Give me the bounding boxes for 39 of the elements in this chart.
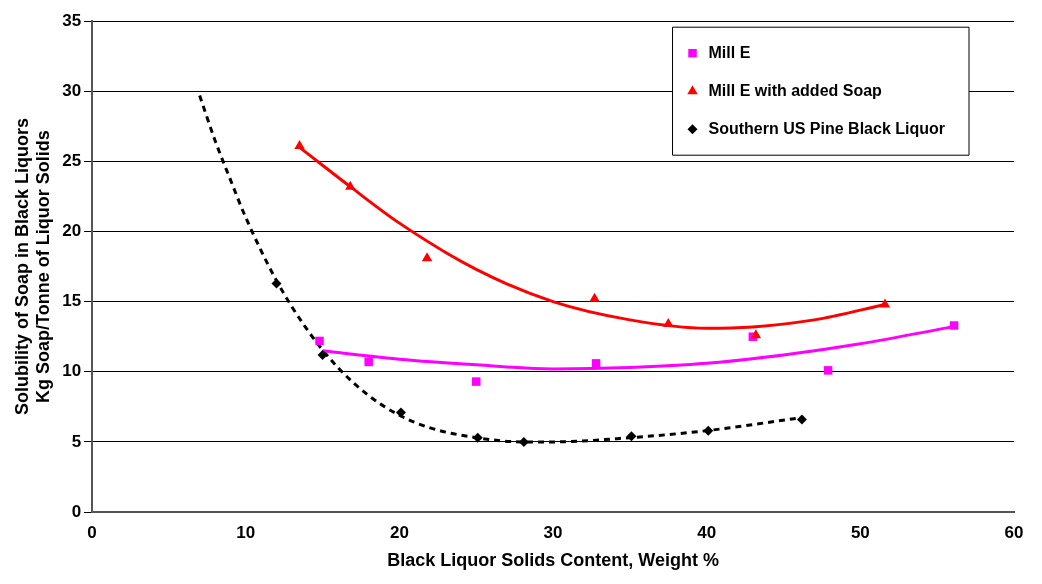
point — [471, 377, 481, 386]
point — [949, 321, 959, 330]
point — [315, 336, 324, 346]
legend-label: Mill E — [708, 43, 751, 61]
y-tick-label: 30 — [62, 81, 82, 100]
y-tick-label: 20 — [62, 221, 82, 241]
point — [626, 431, 637, 442]
point — [823, 366, 833, 375]
y-tick-label: 0 — [71, 501, 82, 521]
legend-label: Mill E with added Soap — [708, 81, 883, 99]
point — [750, 329, 762, 339]
point — [591, 359, 601, 368]
x-tick-label: 20 — [389, 522, 409, 542]
x-tick-label: 40 — [697, 522, 717, 542]
y-tick-label: 5 — [71, 431, 82, 451]
y-tick-label: 25 — [62, 151, 82, 171]
point — [345, 180, 356, 190]
y-tick-label: 35 — [62, 10, 82, 30]
y-axis-title: Solubility of Soap in Black Liquors Kg Soap/Tonne of Liquor Solids — [11, 118, 54, 416]
point — [796, 414, 807, 425]
x-tick-label: 0 — [87, 522, 97, 542]
point — [589, 292, 600, 302]
point — [879, 298, 891, 308]
x-axis-title: Black Liquor Solids Content, Weight % — [387, 550, 719, 571]
x-tick-label: 30 — [543, 522, 563, 542]
y-tick-label: 15 — [62, 291, 82, 311]
point — [472, 432, 483, 443]
point — [703, 425, 714, 436]
x-tick-label: 60 — [1004, 522, 1024, 542]
point — [364, 357, 373, 367]
x-tick-label: 50 — [850, 522, 870, 542]
point — [271, 278, 282, 289]
legend-label: Southern US Pine Black Liquor — [708, 119, 946, 137]
point — [663, 318, 674, 328]
point — [421, 252, 433, 262]
y-tick-label: 10 — [62, 361, 82, 381]
point — [395, 407, 406, 418]
point — [294, 140, 305, 149]
x-tick-label: 10 — [236, 522, 256, 542]
